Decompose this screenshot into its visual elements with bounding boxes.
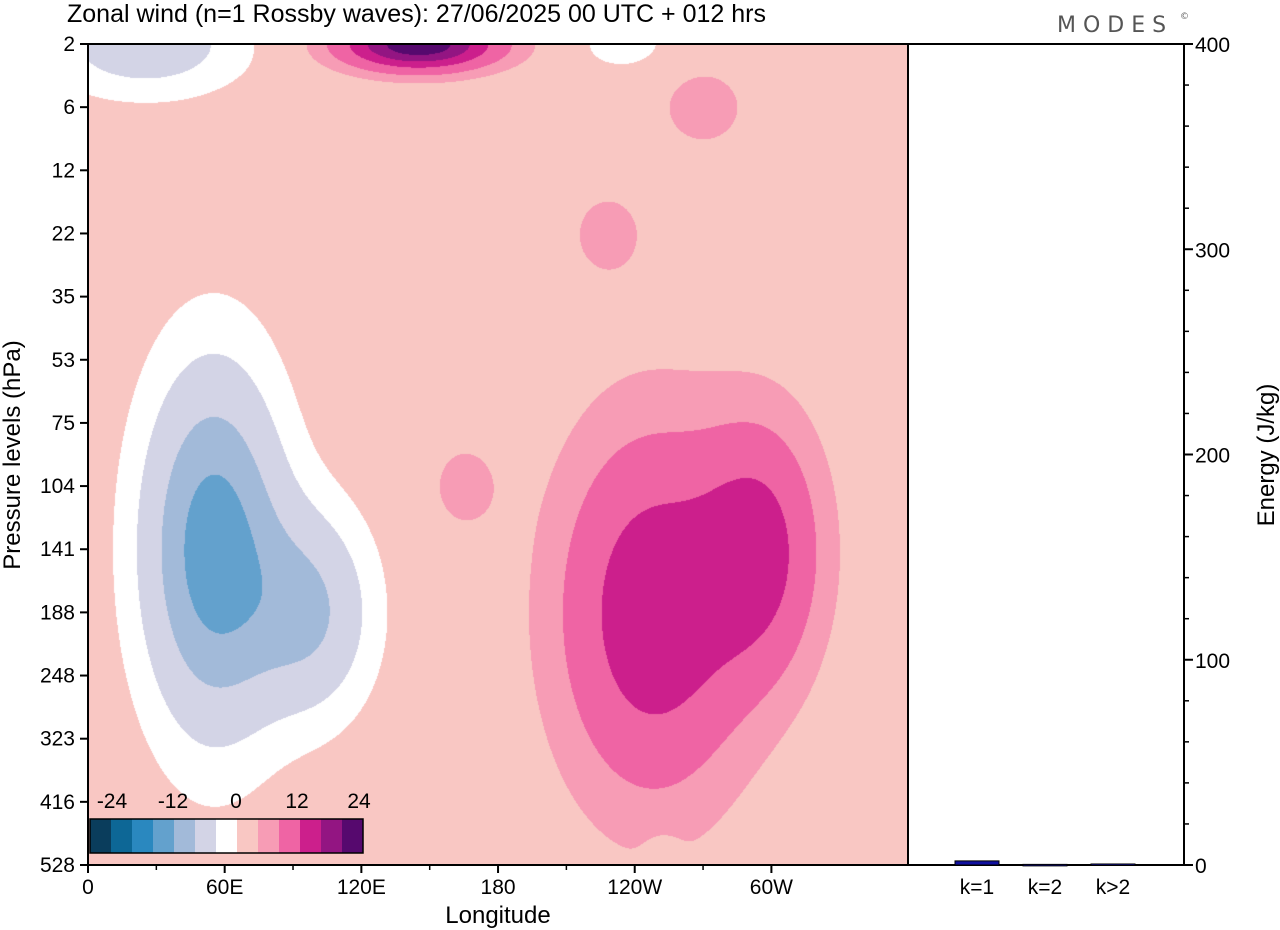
energy-y-axis: 0 100 200 300 400 [1184, 34, 1230, 878]
y-tick-label: 75 [52, 412, 75, 435]
y-tick-label: 35 [52, 286, 75, 309]
colorbar-tick-label: 0 [230, 790, 242, 813]
energy-category-label: k=1 [960, 876, 994, 899]
energy-bar-chart: 0 100 200 300 400 k=1 k=2 k>2 Energy (J/kg) [907, 34, 1280, 899]
colorbar: -24 -12 0 12 24 [89, 790, 371, 854]
colorbar-tick-label: 12 [285, 790, 308, 813]
colorbar-swatch [195, 819, 216, 853]
colorbar-swatch [279, 819, 300, 853]
colorbar-swatch [237, 819, 258, 853]
energy-y-tick-label: 100 [1195, 650, 1230, 673]
colorbar-tick-label: -12 [158, 790, 188, 813]
x-tick-label: 0 [82, 876, 94, 899]
y-tick-label: 104 [40, 475, 75, 498]
y-tick-label: 323 [40, 728, 75, 751]
x-axis-label: Longitude [445, 902, 550, 929]
energy-x-axis: k=1 k=2 k>2 [960, 876, 1130, 899]
colorbar-swatch [90, 819, 111, 853]
y-tick-label: 6 [63, 96, 75, 119]
colorbar-tick-label: 24 [347, 790, 371, 813]
energy-y-tick-label: 200 [1195, 445, 1230, 468]
brand-mark: © [1180, 12, 1189, 22]
energy-bar [954, 860, 1000, 866]
colorbar-swatch [258, 819, 279, 853]
energy-category-label: k=2 [1028, 876, 1062, 899]
energy-y-tick-label: 0 [1195, 855, 1207, 878]
colorbar-tick-label: -24 [97, 790, 128, 813]
energy-y-tick-label: 400 [1195, 34, 1230, 57]
colorbar-swatch [132, 819, 153, 853]
energy-bar [1090, 863, 1136, 866]
energy-y-tick-label: 300 [1195, 239, 1230, 262]
x-tick-label: 60E [206, 876, 243, 899]
energy-category-label: k>2 [1096, 876, 1130, 899]
x-axis: 0 60E 120E 180 120W 60W [82, 865, 793, 899]
colorbar-frame [89, 818, 364, 854]
y-tick-label: 2 [63, 33, 75, 56]
x-tick-label: 60W [750, 876, 793, 899]
chart-title: Zonal wind (n=1 Rossby waves): 27/06/202… [67, 0, 766, 28]
x-tick-label: 120E [337, 876, 386, 899]
y-tick-label: 53 [52, 349, 75, 372]
colorbar-swatch [111, 819, 132, 853]
y-tick-label: 12 [52, 159, 75, 182]
colorbar-swatch [153, 819, 174, 853]
x-tick-label: 180 [481, 876, 516, 899]
y-tick-label: 248 [40, 665, 75, 688]
colorbar-swatch [300, 819, 321, 853]
colorbar-swatch [216, 819, 237, 853]
y-tick-label: 141 [40, 538, 75, 561]
colorbar-swatch [342, 819, 363, 853]
brand-logo: MODES [1057, 13, 1173, 38]
heatmap-plot: -24 -12 0 12 24 0 60E 120E 180 120W 60W 2 6 12 22 35 5… [0, 33, 909, 929]
energy-y-axis-label: Energy (J/kg) [1253, 384, 1280, 527]
y-axis: 2 6 12 22 35 53 75 104 141 188 248 323 416 528 [40, 33, 88, 877]
energy-bars [954, 860, 1136, 867]
heatmap-image [88, 44, 908, 865]
colorbar-swatch [321, 819, 342, 853]
y-tick-label: 416 [40, 791, 75, 814]
energy-bar [1022, 863, 1068, 867]
y-tick-label: 188 [40, 601, 75, 624]
colorbar-swatch [174, 819, 195, 853]
x-tick-label: 120W [607, 876, 662, 899]
y-axis-label: Pressure levels (hPa) [0, 340, 26, 569]
y-tick-label: 528 [40, 854, 75, 877]
energy-frame [907, 43, 1185, 866]
y-tick-label: 22 [52, 222, 75, 245]
